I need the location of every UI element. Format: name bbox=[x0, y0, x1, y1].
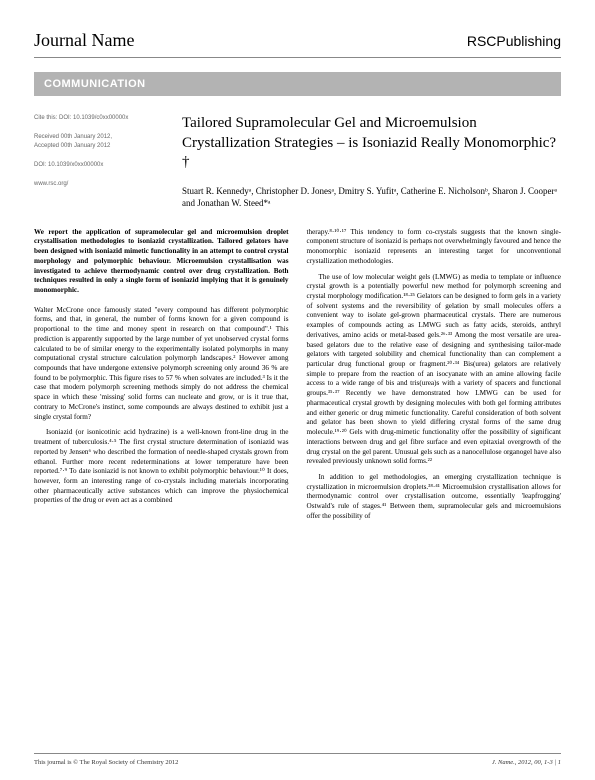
header: Journal Name RSCPublishing bbox=[34, 30, 561, 58]
body-para-5: In addition to gel methodologies, an eme… bbox=[307, 473, 562, 522]
publisher-prefix: RSC bbox=[467, 33, 497, 49]
page-footer: This journal is © The Royal Society of C… bbox=[34, 753, 561, 766]
authors-line: Stuart R. Kennedyᵃ, Christopher D. Jones… bbox=[182, 185, 561, 210]
body-para-3: therapy.⁸·¹⁰·¹⁷ This tendency to form co… bbox=[307, 228, 562, 267]
meta-sidebar: Cite this: DOI: 10.1039/c0xx00000x Recei… bbox=[34, 114, 164, 210]
received-date: Received 00th January 2012, bbox=[34, 133, 164, 142]
doi: DOI: 10.1039/x0xx00000x bbox=[34, 161, 164, 170]
abstract: We report the application of supramolecu… bbox=[34, 228, 289, 296]
journal-name: Journal Name bbox=[34, 30, 134, 51]
article-title: Tailored Supramolecular Gel and Microemu… bbox=[182, 114, 561, 173]
section-bar: COMMUNICATION bbox=[34, 72, 561, 96]
publisher-name: RSCPublishing bbox=[467, 33, 561, 49]
accepted-date: Accepted 00th January 2012 bbox=[34, 142, 164, 151]
footer-right: J. Name., 2012, 00, 1-3 | 1 bbox=[492, 759, 561, 766]
publisher-suffix: Publishing bbox=[496, 33, 561, 49]
cite-this: Cite this: DOI: 10.1039/c0xx00000x bbox=[34, 114, 164, 123]
body-columns: We report the application of supramolecu… bbox=[34, 228, 561, 522]
body-para-1: Walter McCrone once famously stated "eve… bbox=[34, 306, 289, 423]
body-para-2: Isoniazid (or isonicotinic acid hydrazin… bbox=[34, 428, 289, 506]
body-para-4: The use of low molecular weight gels (LM… bbox=[307, 273, 562, 467]
url: www.rsc.org/ bbox=[34, 180, 164, 189]
footer-left: This journal is © The Royal Society of C… bbox=[34, 759, 178, 766]
